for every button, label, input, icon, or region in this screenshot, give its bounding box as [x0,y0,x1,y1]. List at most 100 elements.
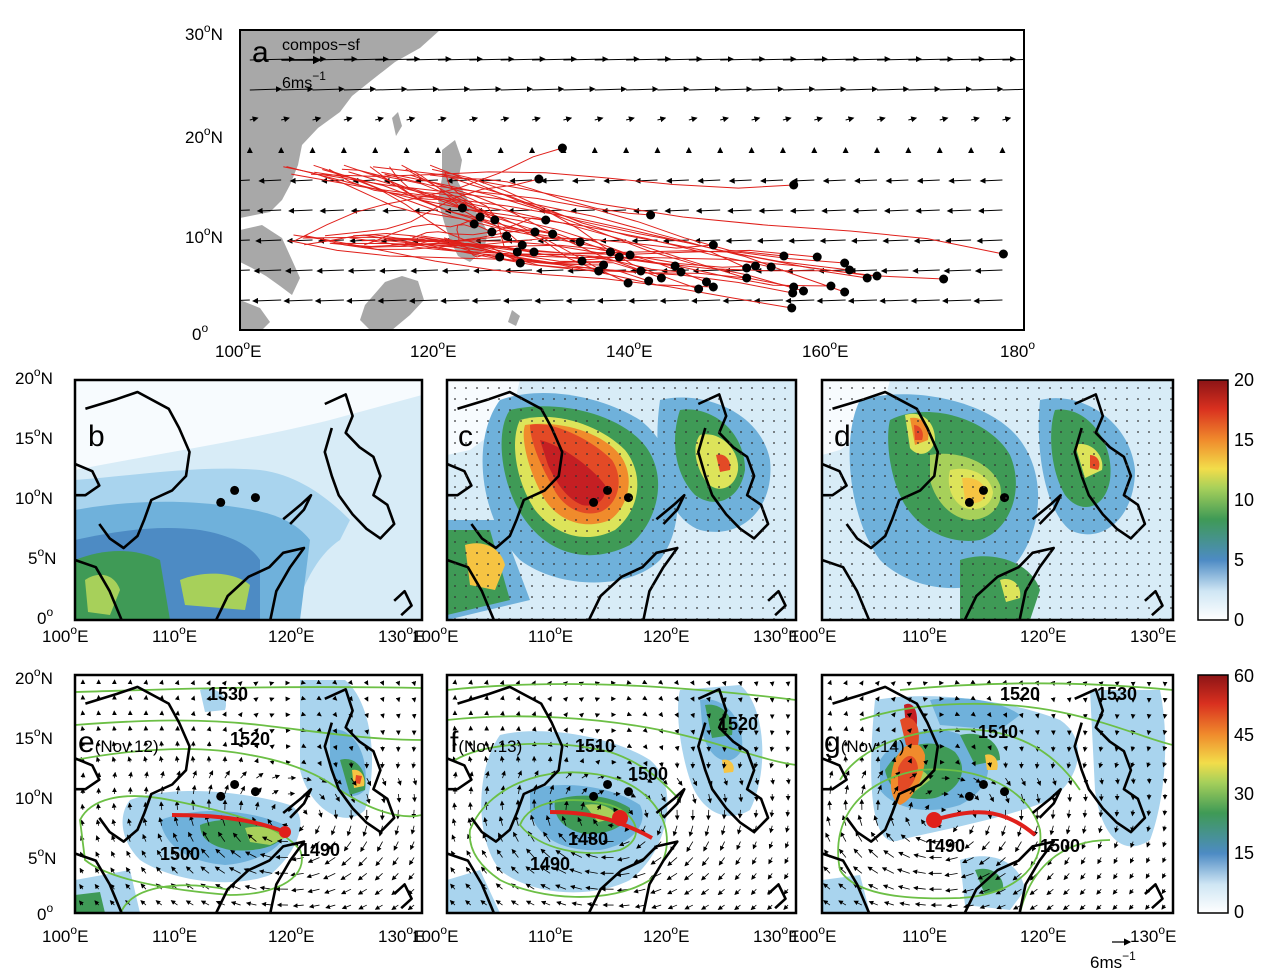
significance-dot [1016,398,1018,400]
significance-dot [1016,387,1018,389]
significance-dot [851,574,853,576]
wind-vector [238,756,244,763]
significance-dot [1115,519,1117,521]
significance-dot [906,453,908,455]
wind-vector [208,784,213,795]
significance-dot [729,464,731,466]
wind-vector [516,784,522,795]
significance-dot [851,398,853,400]
significance-dot [939,486,941,488]
wind-vector [319,777,327,783]
significance-dot [851,519,853,521]
wind-vector [688,116,698,123]
significance-dot [884,475,886,477]
significance-dot [1159,596,1161,598]
wind-vector [515,695,521,701]
cb-tick: 15 [1234,430,1254,450]
wind-vector [728,177,752,184]
wind-vector [890,696,896,702]
significance-dot [476,486,478,488]
significance-dot [498,442,500,444]
significance-dot [498,607,500,609]
significance-dot [1027,530,1029,532]
significance-dot [751,585,753,587]
station-point [623,493,633,503]
wind-vector [1162,825,1168,832]
significance-dot [773,552,775,554]
significance-dot [564,409,566,411]
wind-vector [525,866,535,874]
significance-dot [773,508,775,510]
significance-dot [1148,585,1150,587]
significance-dot [487,475,489,477]
significance-dot [663,519,665,521]
wind-vector [259,853,273,858]
significance-dot [498,475,500,477]
significance-dot [1115,552,1117,554]
significance-dot [851,607,853,609]
wind-vector [391,904,399,910]
significance-dot [884,530,886,532]
significance-dot [1170,475,1172,477]
significance-dot [829,508,831,510]
wind-vector [861,770,867,779]
wind-vector [1050,762,1056,769]
significance-dot [1104,508,1106,510]
wind-vector [363,696,369,702]
significance-dot [1016,431,1018,433]
significance-dot [487,398,489,400]
significance-dot [575,519,577,521]
typhoon-track [313,164,707,283]
wind-vector [395,680,401,686]
significance-dot [873,519,875,521]
significance-dot [608,508,610,510]
significance-dot [762,552,764,554]
wind-vector [224,770,230,779]
significance-dot [630,552,632,554]
significance-dot [862,409,864,411]
wind-vector [977,872,990,880]
wind-vector [315,825,320,835]
wind-vector [249,86,282,93]
wind-vector [155,900,163,906]
significance-dot [597,497,599,499]
wind-vector [915,836,926,842]
significance-dot [531,442,533,444]
xtick-label: 100oE [215,338,261,361]
wind-vector [253,743,259,749]
wind-vector [827,695,833,701]
xtick-label: 110oE [902,623,947,646]
significance-dot [597,530,599,532]
significance-dot [630,387,632,389]
station-point [216,791,226,801]
wind-vector [688,86,722,93]
significance-dot [487,409,489,411]
wind-vector [626,711,632,717]
significance-dot [1060,420,1062,422]
wind-vector [1005,777,1011,786]
significance-dot [895,453,897,455]
significance-dot [851,431,853,433]
wind-vector [346,825,352,837]
significance-dot [1093,497,1095,499]
significance-dot [939,420,941,422]
significance-dot [564,596,566,598]
significance-dot [597,563,599,565]
xtick-label: 100oE [790,623,836,646]
significance-dot [851,486,853,488]
wind-vector [499,755,505,763]
significance-dot [961,563,963,565]
significance-dot [840,497,842,499]
significance-dot [840,552,842,554]
significance-dot [663,453,665,455]
significance-dot [520,464,522,466]
significance-dot [509,585,511,587]
significance-dot [851,497,853,499]
significance-dot [994,596,996,598]
coastlines-c [447,390,787,620]
contour-label: 1530 [1097,684,1137,704]
significance-dot [1005,530,1007,532]
wind-vector [468,740,474,747]
wind-vector [407,904,415,911]
significance-dot [1170,563,1172,565]
